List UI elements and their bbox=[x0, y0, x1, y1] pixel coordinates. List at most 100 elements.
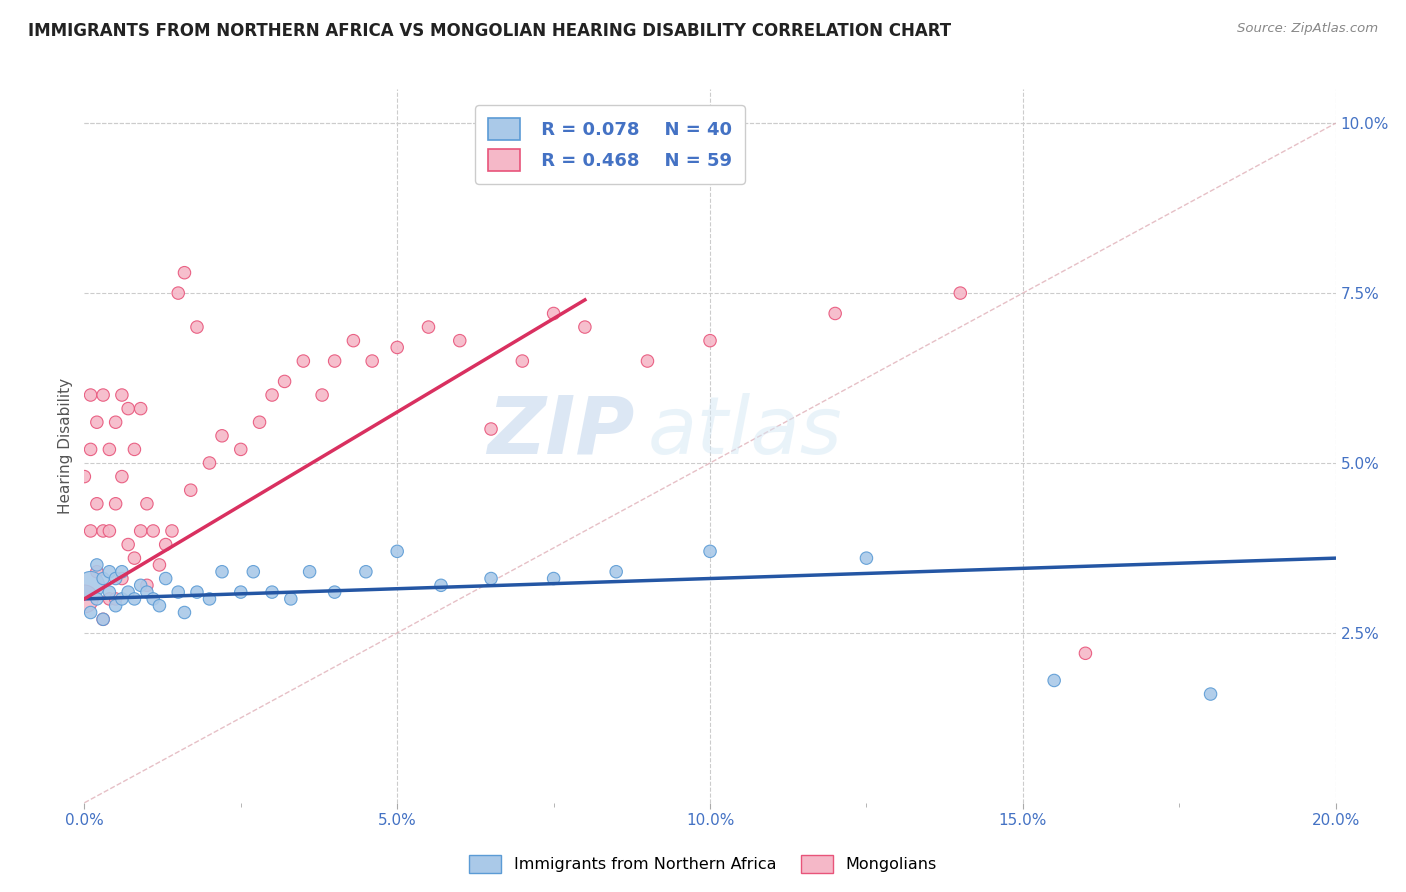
Point bbox=[637, 354, 659, 368]
Point bbox=[111, 469, 134, 483]
Point bbox=[79, 524, 101, 538]
Point bbox=[117, 585, 139, 599]
Point bbox=[91, 388, 114, 402]
Point bbox=[242, 565, 264, 579]
Point bbox=[104, 591, 127, 606]
Point bbox=[124, 591, 146, 606]
Point bbox=[91, 612, 114, 626]
Point bbox=[385, 544, 409, 558]
Point bbox=[292, 354, 315, 368]
Point bbox=[180, 483, 202, 498]
Point bbox=[1043, 673, 1066, 688]
Point bbox=[98, 442, 121, 457]
Text: IMMIGRANTS FROM NORTHERN AFRICA VS MONGOLIAN HEARING DISABILITY CORRELATION CHAR: IMMIGRANTS FROM NORTHERN AFRICA VS MONGO… bbox=[28, 22, 952, 40]
Point bbox=[323, 585, 346, 599]
Point bbox=[111, 591, 134, 606]
Point bbox=[280, 591, 302, 606]
Point bbox=[1074, 646, 1097, 660]
Point bbox=[512, 354, 534, 368]
Point bbox=[136, 497, 159, 511]
Point bbox=[142, 591, 165, 606]
Text: atlas: atlas bbox=[648, 392, 842, 471]
Point bbox=[73, 591, 96, 606]
Point bbox=[155, 537, 177, 551]
Point bbox=[262, 585, 284, 599]
Point bbox=[211, 565, 233, 579]
Point bbox=[249, 415, 271, 429]
Point bbox=[298, 565, 321, 579]
Point bbox=[323, 354, 346, 368]
Point bbox=[129, 524, 152, 538]
Point bbox=[385, 341, 409, 355]
Point bbox=[479, 572, 502, 586]
Point bbox=[104, 415, 127, 429]
Point bbox=[186, 585, 208, 599]
Point bbox=[543, 572, 565, 586]
Point bbox=[311, 388, 333, 402]
Point bbox=[136, 578, 159, 592]
Point bbox=[824, 306, 846, 320]
Point bbox=[73, 469, 96, 483]
Point bbox=[148, 558, 170, 572]
Point bbox=[855, 551, 877, 566]
Point bbox=[91, 572, 114, 586]
Point bbox=[117, 537, 139, 551]
Point bbox=[111, 388, 134, 402]
Point bbox=[229, 442, 252, 457]
Point bbox=[124, 551, 146, 566]
Point bbox=[98, 565, 121, 579]
Point bbox=[479, 422, 502, 436]
Point bbox=[117, 401, 139, 416]
Point bbox=[418, 320, 440, 334]
Point bbox=[104, 599, 127, 613]
Point bbox=[574, 320, 596, 334]
Point bbox=[198, 456, 221, 470]
Point bbox=[229, 585, 252, 599]
Point bbox=[98, 585, 121, 599]
Point bbox=[136, 585, 159, 599]
Point bbox=[86, 591, 108, 606]
Point bbox=[262, 388, 284, 402]
Text: Source: ZipAtlas.com: Source: ZipAtlas.com bbox=[1237, 22, 1378, 36]
Point bbox=[142, 524, 165, 538]
Point bbox=[104, 572, 127, 586]
Point bbox=[129, 401, 152, 416]
Point bbox=[86, 565, 108, 579]
Legend: Immigrants from Northern Africa, Mongolians: Immigrants from Northern Africa, Mongoli… bbox=[463, 848, 943, 880]
Point bbox=[124, 442, 146, 457]
Point bbox=[98, 524, 121, 538]
Point bbox=[699, 334, 721, 348]
Point bbox=[361, 354, 384, 368]
Point bbox=[91, 524, 114, 538]
Point bbox=[98, 591, 121, 606]
Point bbox=[86, 415, 108, 429]
Point bbox=[211, 429, 233, 443]
Point bbox=[104, 497, 127, 511]
Point bbox=[949, 286, 972, 301]
Point bbox=[354, 565, 377, 579]
Point bbox=[167, 585, 190, 599]
Point bbox=[173, 266, 195, 280]
Y-axis label: Hearing Disability: Hearing Disability bbox=[58, 378, 73, 514]
Point bbox=[449, 334, 471, 348]
Point bbox=[79, 578, 101, 592]
Point bbox=[699, 544, 721, 558]
Point bbox=[173, 606, 195, 620]
Point bbox=[198, 591, 221, 606]
Point bbox=[155, 572, 177, 586]
Text: ZIP: ZIP bbox=[488, 392, 636, 471]
Point bbox=[111, 565, 134, 579]
Point bbox=[148, 599, 170, 613]
Point bbox=[129, 578, 152, 592]
Point bbox=[79, 606, 101, 620]
Point bbox=[430, 578, 453, 592]
Legend:  R = 0.078    N = 40,  R = 0.468    N = 59: R = 0.078 N = 40, R = 0.468 N = 59 bbox=[475, 105, 745, 184]
Point bbox=[186, 320, 208, 334]
Point bbox=[543, 306, 565, 320]
Point bbox=[111, 572, 134, 586]
Point bbox=[1199, 687, 1222, 701]
Point bbox=[79, 388, 101, 402]
Point bbox=[160, 524, 183, 538]
Point bbox=[86, 558, 108, 572]
Point bbox=[605, 565, 627, 579]
